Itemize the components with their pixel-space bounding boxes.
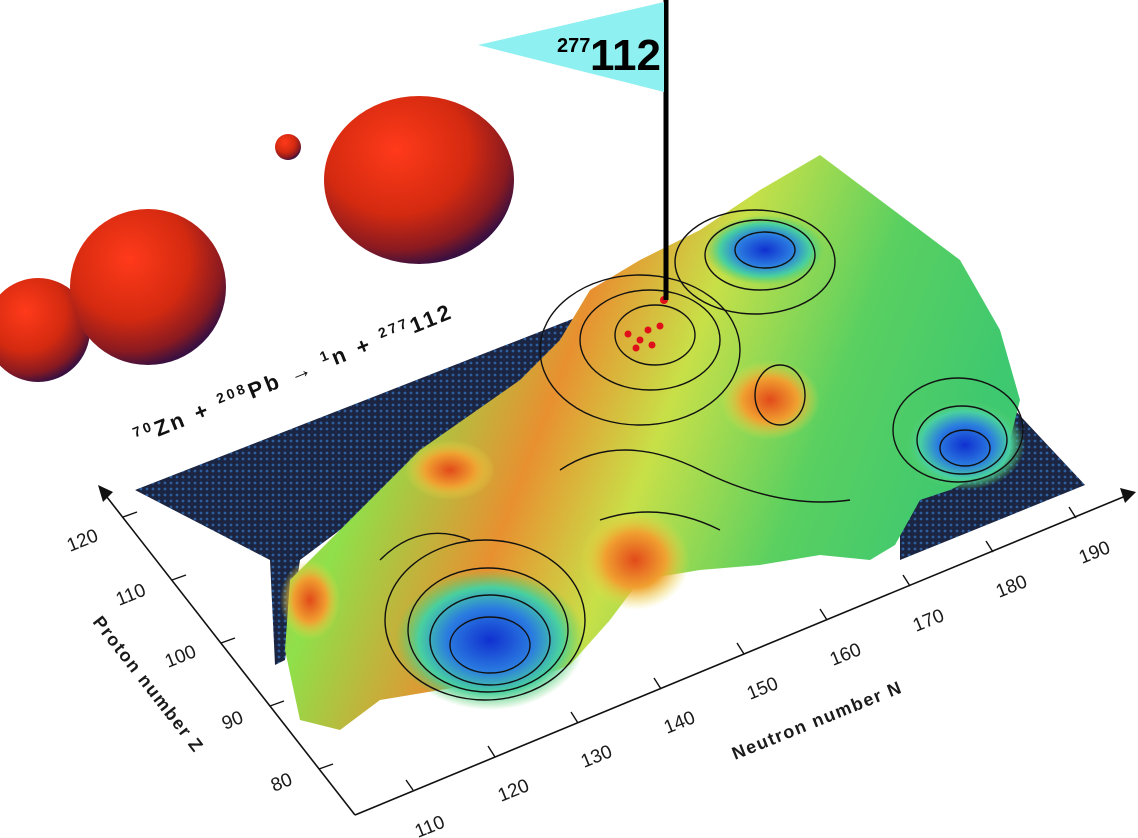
neutron-tick-180: 180 [993, 571, 1030, 602]
hot-ridge-mid [720, 360, 820, 440]
neutron-axis-line [354, 494, 1129, 816]
proton-axis-title: Proton number Z [89, 612, 208, 756]
proton-tick-80: 80 [268, 769, 295, 796]
neutron-axis-arrowhead [1120, 488, 1136, 503]
axes [102, 491, 1129, 816]
spherical-well-lower [395, 570, 585, 710]
neutron-tick-110: 110 [412, 812, 448, 838]
proton-tick-labels: 80 90 100 110 120 [64, 525, 295, 796]
neutron-tick-120: 120 [495, 775, 532, 806]
hot-ridge-edge [280, 560, 340, 640]
target-symbol: Pb [244, 368, 285, 404]
flag-pennant [478, 2, 664, 92]
proton-tick-100: 100 [162, 641, 199, 672]
plus-sign-2: + [352, 331, 376, 360]
neutron-tick-150: 150 [744, 673, 781, 704]
plus-sign-1: + [190, 396, 214, 425]
proton-tick-120: 120 [64, 525, 101, 556]
product-symbol: 112 [406, 298, 457, 338]
hot-ridge-left [405, 440, 495, 500]
proton-axis-arrowhead [98, 485, 113, 502]
neutron-tick-170: 170 [910, 605, 947, 636]
proton-tick-90: 90 [219, 707, 246, 734]
projectile-symbol: Zn [151, 406, 191, 442]
reaction-arrow: → [285, 355, 318, 388]
deformed-well-top [705, 215, 825, 285]
flag-mass-number: 277 [557, 35, 590, 57]
flag-element-number: 112 [590, 31, 661, 80]
pb-nucleus-sphere [70, 209, 226, 365]
decay-event-markers [624, 296, 668, 352]
neutron-tick-160: 160 [827, 639, 864, 670]
neutron-tick-140: 140 [661, 707, 698, 738]
product-nucleus-sphere [324, 96, 514, 264]
neutron-sphere [275, 134, 301, 160]
zn-nucleus-sphere [0, 278, 90, 382]
energy-surface [280, 155, 1025, 730]
neutron-tick-130: 130 [578, 741, 615, 772]
flag-marker: 277 112 [478, 0, 669, 300]
contour-lines [379, 209, 1024, 701]
nucleus-spheres [0, 96, 514, 382]
proton-tick-marks [122, 511, 334, 770]
neutron-symbol: n [328, 341, 353, 370]
neutron-tick-marks [405, 506, 1077, 791]
proton-tick-110: 110 [113, 580, 149, 611]
hot-ridge-center [580, 510, 690, 610]
proton-axis-line [102, 491, 356, 816]
neutron-tick-190: 190 [1076, 537, 1113, 568]
projectile-mass: 70 [130, 417, 156, 440]
